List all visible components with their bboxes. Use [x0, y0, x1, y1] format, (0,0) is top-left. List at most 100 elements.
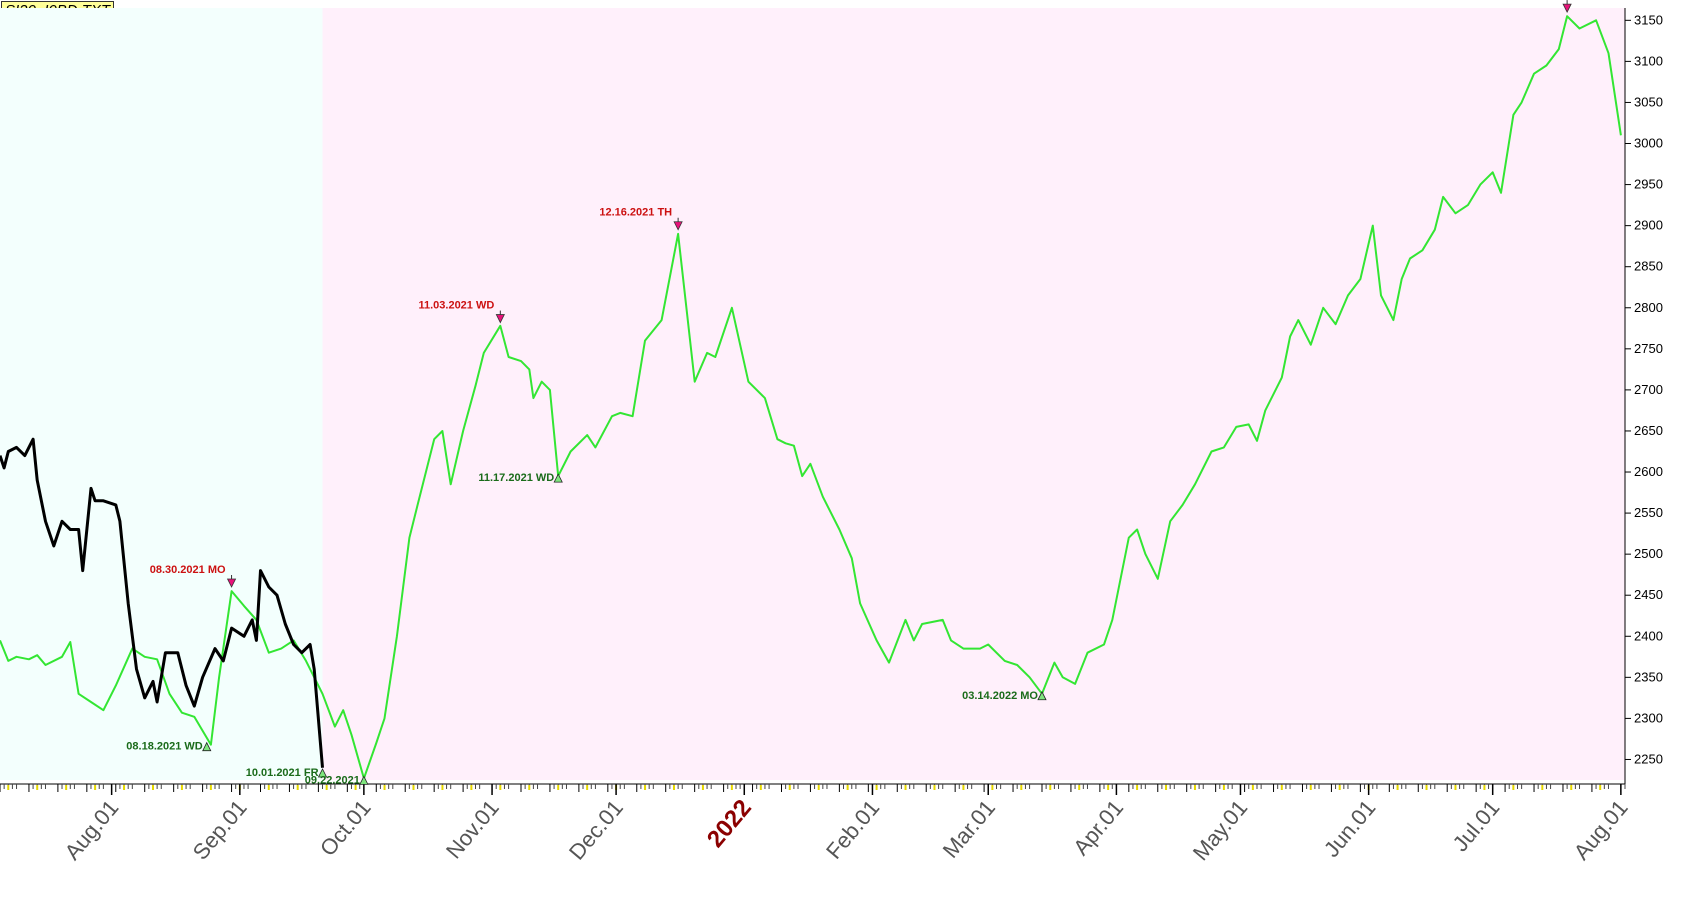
x-week-marker [586, 785, 589, 790]
low-marker [359, 775, 369, 785]
high-marker [226, 578, 237, 588]
y-tick-label: 2350 [1634, 669, 1663, 684]
x-week-marker [1599, 785, 1602, 790]
x-week-marker [1309, 785, 1312, 790]
y-tick-label: 2900 [1634, 218, 1663, 233]
x-week-marker [94, 785, 97, 790]
shaded-region-1 [322, 8, 1626, 780]
x-week-marker [1193, 785, 1196, 790]
x-week-marker [7, 785, 10, 790]
x-week-marker [151, 785, 154, 790]
x-week-marker [1396, 785, 1399, 790]
x-week-marker [1338, 785, 1341, 790]
x-week-marker [441, 785, 444, 790]
high-annotation-label: 08.30.2021 MO [150, 564, 226, 576]
x-week-marker [1107, 785, 1110, 790]
x-week-marker [557, 785, 560, 790]
x-week-marker [528, 785, 531, 790]
y-tick-label: 2550 [1634, 505, 1663, 520]
x-tick-label: Jun.01 [1319, 795, 1381, 862]
x-tick-label: May.01 [1188, 795, 1252, 865]
x-week-marker [1222, 785, 1225, 790]
y-tick-label: 2500 [1634, 546, 1663, 561]
y-tick-label: 3150 [1634, 12, 1663, 27]
x-week-marker [817, 785, 820, 790]
x-week-marker [65, 785, 68, 790]
low-annotation-label: 11.17.2021 WD [478, 472, 554, 484]
x-week-marker [209, 785, 212, 790]
x-tick-label: Sep.01 [188, 795, 252, 864]
x-tick-label: Nov.01 [441, 795, 504, 863]
x-week-marker [267, 785, 270, 790]
x-week-marker [672, 785, 675, 790]
x-week-marker [1251, 785, 1254, 790]
high-marker [1562, 3, 1572, 14]
x-week-marker [1483, 785, 1486, 790]
x-week-marker [730, 785, 733, 790]
y-tick-label: 2750 [1634, 341, 1663, 356]
high-marker [495, 314, 505, 324]
x-week-marker [1280, 785, 1283, 790]
y-tick-label: 2850 [1634, 259, 1663, 274]
x-week-marker [933, 785, 936, 790]
x-week-marker [962, 785, 965, 790]
series-line-0 [0, 15, 1622, 780]
x-tick-label: Dec.01 [564, 795, 628, 864]
x-week-marker [701, 785, 704, 790]
x-week-marker [1165, 785, 1168, 790]
y-tick-label: 2450 [1634, 587, 1663, 602]
low-annotation-label: 09.22.2021 [305, 774, 360, 786]
x-week-marker [180, 785, 183, 790]
x-week-marker [36, 785, 39, 790]
x-tick-label: 2022 [702, 795, 757, 853]
x-week-marker [1512, 785, 1515, 790]
y-tick-label: 3000 [1634, 136, 1663, 151]
x-week-marker [991, 785, 994, 790]
x-week-marker [1049, 785, 1052, 790]
x-tick-label: Feb.01 [821, 795, 884, 864]
y-tick-label: 2700 [1634, 382, 1663, 397]
x-week-marker [412, 785, 415, 790]
y-tick-label: 2800 [1634, 300, 1663, 315]
y-tick-label: 3050 [1634, 94, 1663, 109]
x-week-marker [1570, 785, 1573, 790]
low-marker [553, 473, 563, 483]
low-annotation-label: 08.18.2021 WD [126, 741, 202, 753]
y-tick-label: 2650 [1634, 423, 1663, 438]
x-week-marker [846, 785, 849, 790]
low-marker [202, 741, 212, 752]
x-tick-label: Jul.01 [1448, 795, 1505, 856]
low-annotation-label: 03.14.2022 MO [962, 690, 1038, 702]
x-week-marker [296, 785, 299, 790]
x-week-marker [1425, 785, 1428, 790]
x-week-marker [875, 785, 878, 790]
y-tick-label: 2400 [1634, 628, 1663, 643]
high-annotation-label: 07.19.2022 TU [1488, 0, 1561, 1]
x-tick-label: Aug.01 [59, 795, 123, 864]
x-week-marker [499, 785, 502, 790]
x-week-marker [470, 785, 473, 790]
background-regions [0, 8, 1626, 780]
series-line-1 [0, 437, 324, 768]
x-week-marker [1541, 785, 1544, 790]
x-week-marker [1020, 785, 1023, 790]
x-week-marker [759, 785, 762, 790]
low-annotation-label: 10.01.2021 FR [246, 767, 319, 779]
x-tick-label: Aug.01 [1569, 795, 1633, 864]
x-week-marker [325, 785, 328, 790]
high-annotation-label: 12.16.2021 TH [599, 207, 672, 219]
x-tick-label: Apr.01 [1068, 795, 1128, 860]
x-week-marker [123, 785, 126, 790]
y-tick-label: 2950 [1634, 177, 1663, 192]
high-marker [673, 221, 683, 231]
series-layer [0, 15, 1622, 780]
y-tick-label: 2250 [1634, 751, 1663, 766]
high-annotation-label: 11.03.2021 WD [418, 300, 494, 312]
x-week-marker [1454, 785, 1457, 790]
low-marker [1037, 690, 1047, 701]
x-week-marker [904, 785, 907, 790]
y-tick-label: 2600 [1634, 464, 1663, 479]
y-tick-label: 3100 [1634, 53, 1663, 68]
